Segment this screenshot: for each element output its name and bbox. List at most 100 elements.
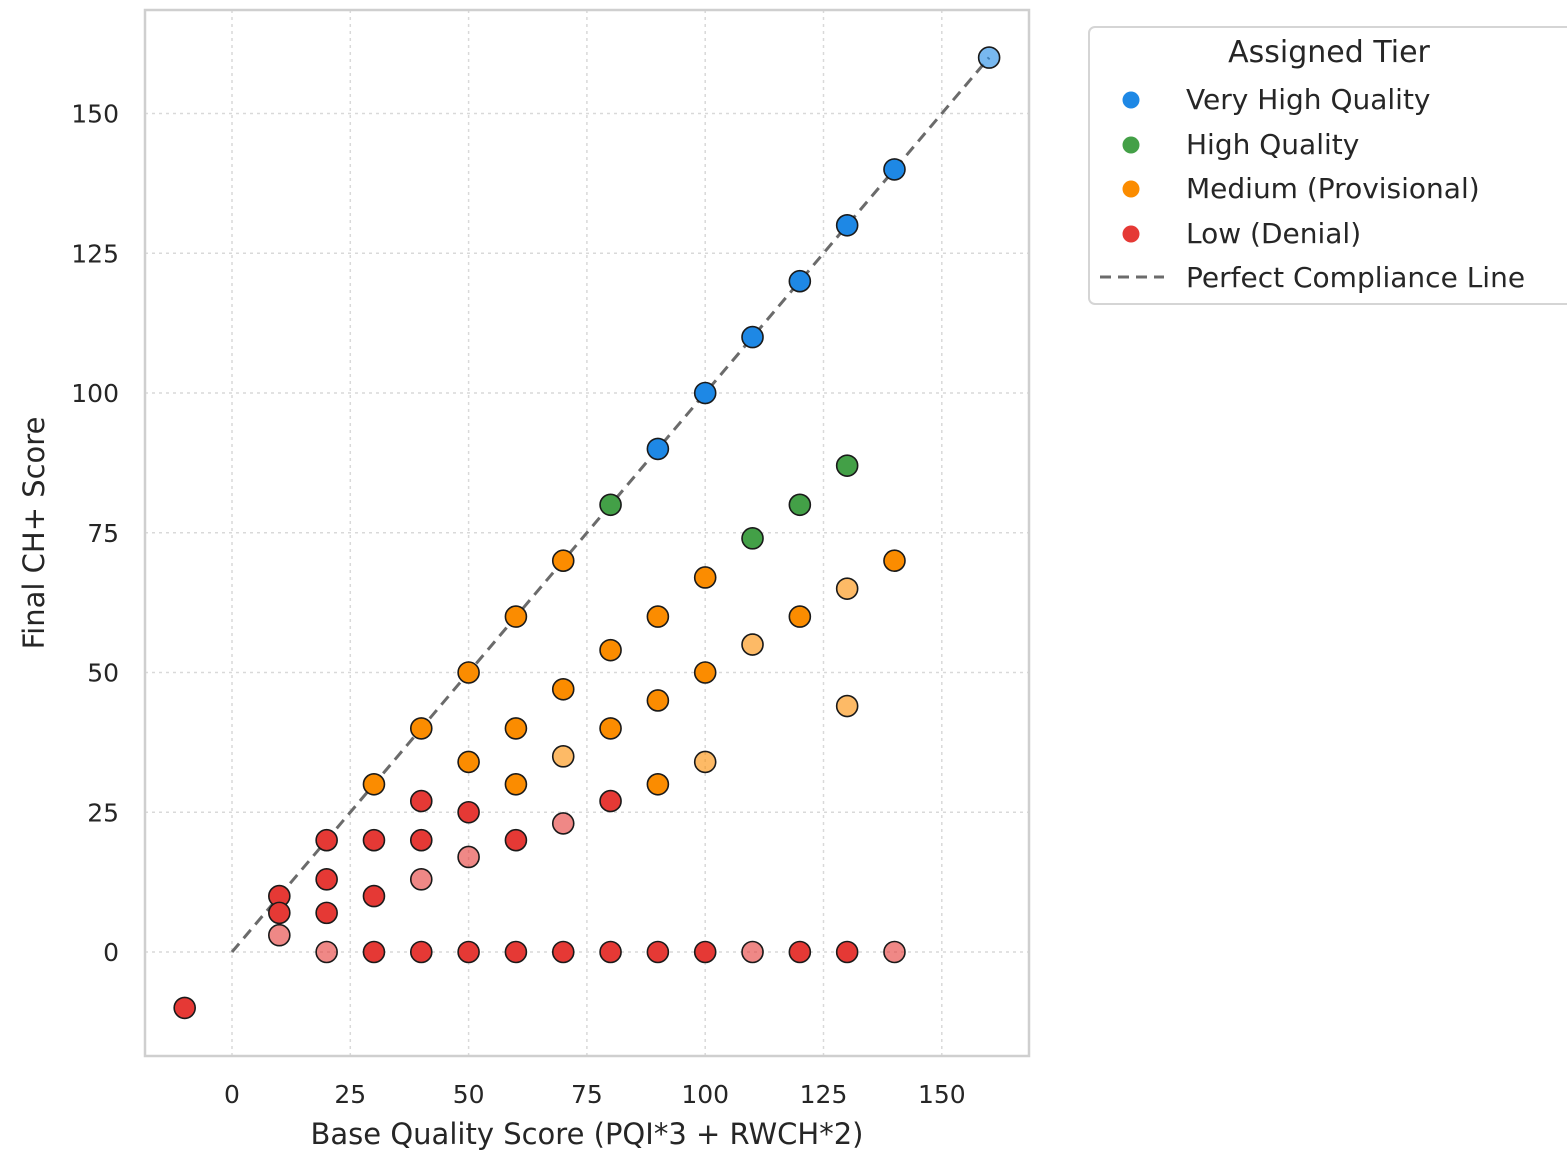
point-high-quality [788, 493, 812, 517]
point-medium-provisional [457, 661, 480, 684]
y-tick-label-25: 25 [87, 798, 119, 827]
point-medium-provisional [883, 549, 906, 573]
legend-item-high-quality: High Quality [1122, 128, 1359, 161]
legend-label-high-quality: High Quality [1186, 128, 1359, 161]
point-medium-provisional [504, 605, 528, 628]
x-tick-label-125: 125 [800, 1080, 848, 1109]
point-low-denial [315, 828, 338, 852]
point-medium-provisional [362, 772, 386, 796]
point-low-denial [646, 940, 670, 964]
point-low-denial [457, 940, 480, 964]
point-medium-provisional [788, 605, 812, 628]
point-low-denial [362, 884, 386, 908]
point-medium-provisional [551, 549, 575, 573]
point-very-high-quality [977, 46, 1001, 69]
point-low-denial [173, 996, 196, 1020]
point-medium-provisional [646, 689, 670, 712]
point-low-denial [788, 940, 812, 964]
point-low-denial [835, 940, 859, 964]
legend-item-low: Low (Denial) [1122, 217, 1361, 250]
legend-item-perfect-compliance-line: Perfect Compliance Line [1100, 261, 1525, 294]
legend-label-perfect-compliance-line: Perfect Compliance Line [1186, 261, 1525, 294]
point-high-quality [599, 493, 622, 517]
point-low-denial [315, 940, 338, 964]
point-high-quality [741, 527, 764, 550]
point-low-denial [551, 812, 575, 835]
legend-label-very-high-quality: Very High Quality [1186, 83, 1431, 116]
point-low-denial [504, 940, 528, 964]
point-very-high-quality [835, 214, 859, 237]
legend-marker-low [1122, 225, 1140, 243]
point-low-denial [362, 940, 386, 964]
point-low-denial [409, 828, 433, 852]
y-tick-label-150: 150 [71, 100, 119, 129]
legend-label-medium: Medium (Provisional) [1186, 172, 1480, 205]
y-tick-label-50: 50 [87, 659, 119, 688]
x-tick-label-50: 50 [453, 1080, 485, 1109]
point-medium-provisional [693, 750, 717, 774]
legend-marker-high-quality [1122, 136, 1140, 154]
y-tick-labels: 0 25 50 75 100 125 150 [71, 100, 119, 968]
x-tick-labels: 0 25 50 75 100 125 150 [224, 1080, 966, 1109]
legend-marker-very-high-quality [1122, 91, 1140, 109]
y-tick-label-125: 125 [71, 239, 119, 268]
point-low-denial [268, 923, 291, 947]
point-medium-provisional [504, 717, 528, 740]
legend-marker-medium [1122, 180, 1140, 198]
point-very-high-quality [741, 325, 764, 349]
x-tick-label-150: 150 [918, 1080, 966, 1109]
legend-item-very-high-quality: Very High Quality [1122, 83, 1431, 116]
point-medium-provisional [504, 772, 528, 796]
point-low-denial [504, 828, 528, 852]
point-very-high-quality [788, 269, 812, 293]
grid-lines [145, 10, 1029, 1056]
point-low-denial [741, 940, 764, 964]
point-low-denial [315, 868, 338, 891]
point-low-denial [551, 940, 575, 964]
point-medium-provisional [551, 745, 575, 768]
y-tick-label-100: 100 [71, 379, 119, 408]
point-medium-provisional [599, 717, 622, 740]
point-medium-provisional [457, 750, 480, 774]
point-high-quality [835, 454, 859, 477]
point-low-denial [409, 940, 433, 964]
x-tick-label-25: 25 [334, 1080, 366, 1109]
legend-box [1088, 26, 1567, 305]
point-medium-provisional [741, 633, 764, 656]
point-low-denial [457, 845, 480, 869]
data-points [173, 46, 1001, 1020]
point-medium-provisional [835, 577, 859, 600]
point-low-denial [883, 940, 906, 964]
point-low-denial [457, 800, 480, 824]
point-medium-provisional [551, 677, 575, 701]
point-medium-provisional [646, 605, 670, 628]
y-axis-label: Final CH+ Score [17, 417, 51, 650]
legend-title: Assigned Tier [1228, 35, 1430, 70]
legend: Assigned Tier Very High Quality High Qua… [1088, 26, 1567, 305]
legend-item-medium: Medium (Provisional) [1122, 172, 1480, 205]
legend-label-low: Low (Denial) [1186, 217, 1361, 250]
plot-frame [143, 8, 1031, 1058]
x-tick-label-100: 100 [681, 1080, 729, 1109]
point-low-denial [268, 901, 291, 925]
point-medium-provisional [646, 772, 670, 796]
point-very-high-quality [646, 437, 670, 461]
point-low-denial [693, 940, 717, 964]
y-tick-label-75: 75 [87, 519, 119, 548]
point-medium-provisional [835, 694, 859, 718]
point-medium-provisional [409, 717, 433, 740]
point-medium-provisional [693, 566, 717, 589]
x-axis-label: Base Quality Score (PQI*3 + RWCH*2) [311, 1117, 864, 1151]
point-low-denial [409, 789, 433, 813]
x-tick-label-75: 75 [571, 1080, 603, 1109]
point-very-high-quality [883, 158, 906, 181]
point-low-denial [362, 828, 386, 852]
point-low-denial [599, 940, 622, 964]
point-medium-provisional [599, 638, 622, 662]
point-low-denial [409, 868, 433, 891]
point-very-high-quality [693, 381, 717, 405]
point-low-denial [315, 901, 338, 925]
y-tick-label-0: 0 [103, 938, 119, 967]
